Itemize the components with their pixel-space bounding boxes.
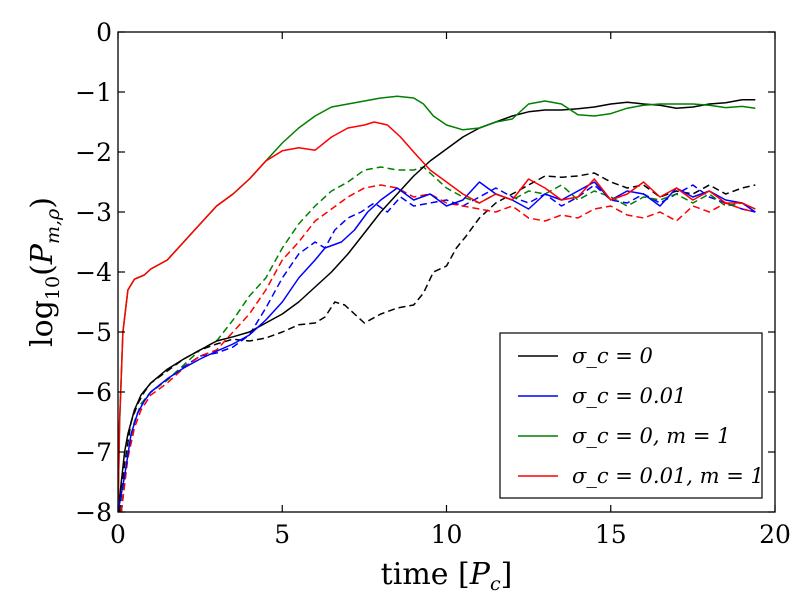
y-tick-label-3: −3	[75, 198, 112, 227]
series-line-1	[118, 181, 756, 512]
x-tick-label-3: 15	[595, 520, 627, 549]
y-tick-label-8: −8	[75, 498, 112, 527]
legend-label-sigma001: σ_c = 0.01	[572, 384, 686, 408]
series-line-3	[118, 121, 756, 512]
x-tick-label-2: 10	[431, 520, 463, 549]
y-tick-label-0: 0	[96, 18, 112, 47]
ticks-layer: 0 5 10 15 20 0 −1 −2 −3 −4 −5 −6 −7 −8	[75, 18, 791, 549]
y-tick-label-7: −7	[75, 438, 112, 467]
legend-box	[499, 332, 763, 499]
legend-label-sigma001-m1: σ_c = 0.01, m = 1	[572, 464, 764, 488]
y-tick-label-4: −4	[75, 258, 112, 287]
y-tick-label-1: −1	[75, 78, 112, 107]
series-line-7	[120, 184, 756, 512]
series-layer	[118, 95, 756, 512]
x-tick-label-1: 5	[274, 520, 290, 549]
x-tick-label-4: 20	[759, 520, 791, 549]
y-tick-label-5: −5	[75, 318, 112, 347]
x-tick-label-0: 0	[110, 520, 126, 549]
legend-label-sigma0: σ_c = 0	[572, 344, 653, 368]
y-axis-label: log10(Pm,ρ)	[25, 197, 64, 347]
y-tick-label-2: −2	[75, 138, 112, 167]
legend-label-sigma0-m1: σ_c = 0, m = 1	[572, 424, 730, 448]
axes-frame	[117, 31, 776, 513]
series-line-0	[118, 99, 756, 512]
x-axis-label: time [Pc]	[381, 557, 513, 595]
y-tick-label-6: −6	[75, 378, 112, 407]
legend: σ_c = 0 σ_c = 0.01 σ_c = 0, m = 1 σ_c = …	[499, 332, 764, 499]
